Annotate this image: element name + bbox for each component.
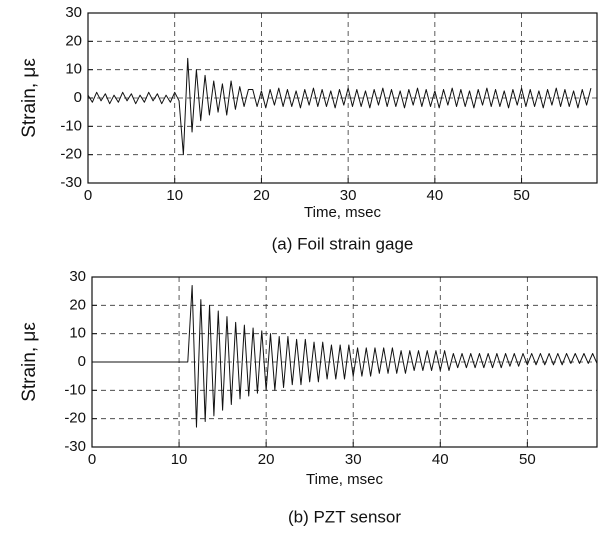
x-tick-label: 0: [88, 451, 96, 468]
y-tick-label: -30: [64, 438, 86, 455]
y-tick-label: -10: [60, 117, 82, 134]
x-tick-label: 0: [84, 187, 92, 204]
x-tick-label: 50: [513, 187, 530, 204]
x-tick-label: 30: [340, 187, 357, 204]
y-tick-label: 0: [78, 353, 86, 370]
x-tick-label: 10: [171, 451, 188, 468]
y-axis-label: Strain, με: [19, 322, 40, 402]
signal-line: [92, 285, 598, 428]
x-axis-label: Time, msec: [306, 471, 383, 488]
x-tick-label: 30: [345, 451, 362, 468]
plot-frame: [87, 12, 598, 184]
caption: (a) Foil strain gage: [272, 234, 414, 253]
x-tick-label: 40: [432, 451, 449, 468]
y-tick-label: 20: [65, 32, 82, 49]
y-axis-label: Strain, με: [19, 58, 40, 138]
y-tick-label: 30: [69, 268, 86, 285]
x-tick-label: 20: [253, 187, 270, 204]
caption: (b) PZT sensor: [288, 507, 401, 526]
y-tick-label: -20: [60, 146, 82, 163]
y-tick-label: -30: [60, 174, 82, 191]
x-tick-label: 40: [427, 187, 444, 204]
plot-frame: [91, 276, 598, 448]
y-tick-label: 10: [69, 325, 86, 342]
y-tick-label: -10: [64, 381, 86, 398]
y-tick-label: 30: [65, 4, 82, 21]
y-tick-label: -20: [64, 410, 86, 427]
y-tick-label: 10: [65, 61, 82, 78]
signal-line: [87, 57, 592, 156]
y-tick-label: 0: [74, 89, 82, 106]
x-axis-label: Time, msec: [304, 204, 381, 221]
x-tick-label: 10: [166, 187, 183, 204]
x-tick-label: 50: [519, 451, 536, 468]
x-tick-label: 20: [258, 451, 275, 468]
y-tick-label: 20: [69, 296, 86, 313]
